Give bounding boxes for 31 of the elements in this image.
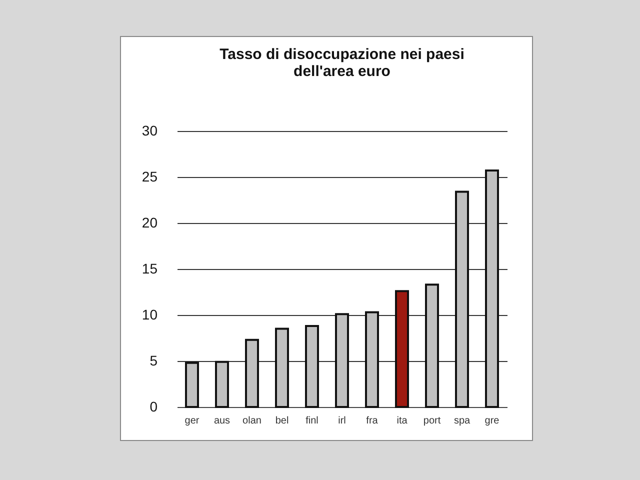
x-tick-label: ger	[184, 416, 200, 426]
bar	[335, 313, 349, 408]
bar	[245, 338, 259, 408]
bar	[305, 325, 319, 408]
x-tick-label: olan	[242, 416, 262, 426]
y-tick-label: 20	[142, 214, 158, 230]
bar	[275, 328, 289, 408]
y-tick-label: 25	[142, 168, 158, 184]
x-tick-label: ita	[396, 416, 408, 426]
bar	[455, 190, 469, 408]
x-tick-label: spa	[454, 416, 470, 426]
bar	[365, 311, 379, 408]
y-tick-label: 10	[142, 306, 158, 322]
y-tick-label: 30	[142, 122, 158, 138]
bar	[395, 290, 409, 408]
y-tick-label: 15	[142, 260, 158, 276]
x-tick-label: aus	[214, 416, 230, 426]
x-tick-label: irl	[338, 416, 346, 426]
x-tick-label: gre	[484, 416, 500, 426]
text: Tasso di disoccupazione nei paesi	[220, 46, 464, 63]
x-tick-label: port	[423, 416, 441, 426]
x-tick-label: fra	[366, 416, 378, 426]
bar	[215, 360, 229, 408]
text: dell'area euro	[294, 63, 390, 80]
x-tick-label: bel	[275, 416, 289, 426]
y-tick-label: 5	[150, 352, 158, 368]
y-tick-label: 0	[150, 398, 158, 414]
bar	[185, 362, 199, 408]
bar	[485, 170, 499, 408]
x-tick-label: finl	[306, 416, 318, 426]
bar	[425, 284, 439, 408]
